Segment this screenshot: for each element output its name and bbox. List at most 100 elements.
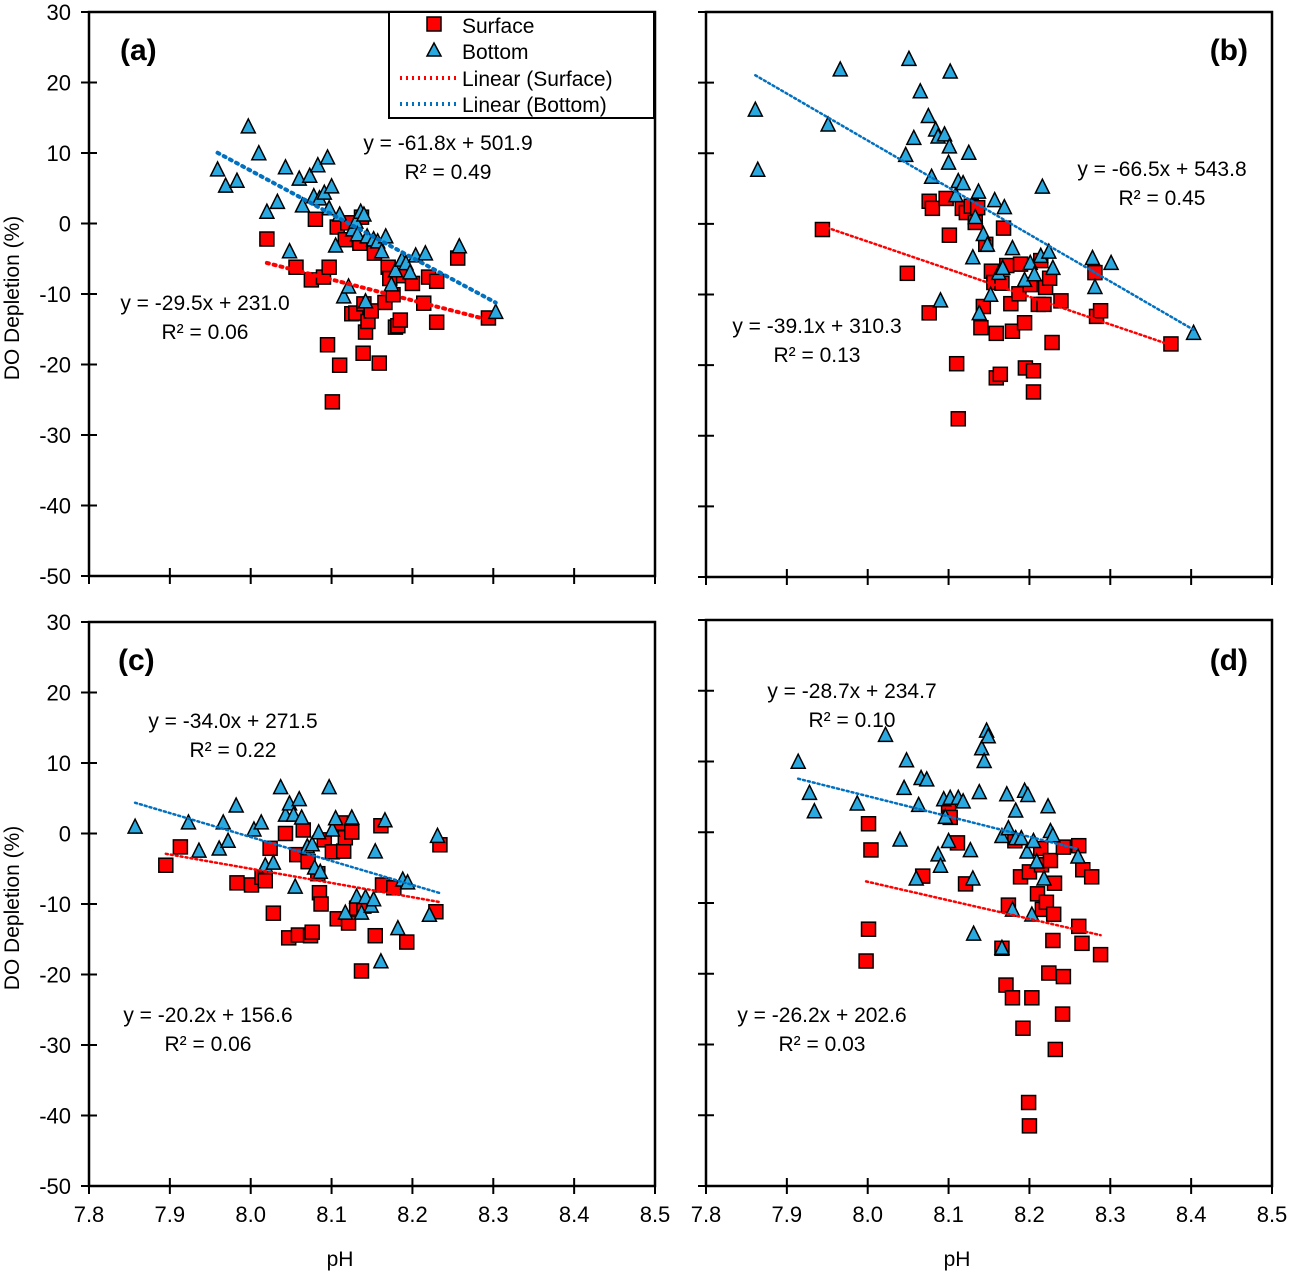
surface-point bbox=[992, 366, 1009, 383]
bottom-point bbox=[228, 171, 246, 188]
trend-equation-bottom: y = -28.7x + 234.7 bbox=[767, 680, 936, 703]
surface-point bbox=[1163, 336, 1179, 352]
trendline-bottom bbox=[215, 150, 498, 305]
bottom-point bbox=[272, 777, 289, 795]
bottom-point bbox=[335, 287, 352, 304]
surface-point bbox=[428, 314, 445, 330]
y-tick-label: -10 bbox=[39, 282, 71, 307]
trend-equation-surface: y = -26.2x + 202.6 bbox=[737, 1004, 906, 1027]
bottom-point bbox=[979, 235, 996, 252]
surface-point bbox=[295, 822, 312, 838]
bottom-point bbox=[941, 62, 959, 79]
surface-point bbox=[1016, 315, 1033, 331]
bottom-point bbox=[1185, 323, 1202, 341]
surface-point bbox=[331, 357, 348, 373]
y-tick-label: 0 bbox=[59, 822, 71, 847]
legend-square-marker bbox=[426, 16, 442, 32]
surface-point bbox=[313, 896, 329, 912]
x-tick-label: 8.4 bbox=[559, 1202, 590, 1227]
bottom-point bbox=[309, 156, 327, 173]
surface-point bbox=[257, 872, 274, 889]
bottom-point bbox=[905, 128, 923, 146]
trend-r2-surface: R² = 0.06 bbox=[162, 321, 249, 344]
bottom-point bbox=[1084, 248, 1101, 266]
bottom-point bbox=[1026, 265, 1043, 282]
y-tick-label: 30 bbox=[47, 0, 71, 25]
surface-point bbox=[998, 977, 1014, 993]
trendline-surface bbox=[264, 260, 491, 322]
bottom-point bbox=[343, 808, 360, 825]
trend-r2-surface: R² = 0.13 bbox=[774, 344, 861, 367]
bottom-point bbox=[180, 813, 197, 830]
bottom-point bbox=[1040, 242, 1058, 259]
surface-point bbox=[277, 825, 294, 842]
bottom-point bbox=[1035, 869, 1053, 886]
trend-r2-bottom: R² = 0.49 bbox=[405, 161, 492, 184]
x-tick-label: 8.0 bbox=[852, 1202, 883, 1227]
bottom-point bbox=[971, 303, 988, 321]
surface-point bbox=[924, 200, 941, 217]
y-tick-label: 0 bbox=[59, 212, 71, 237]
surface-point bbox=[1020, 1094, 1037, 1111]
x-tick-label: 8.5 bbox=[640, 1202, 671, 1227]
bottom-point bbox=[126, 817, 144, 834]
y-tick-label: -20 bbox=[39, 963, 71, 988]
surface-point bbox=[995, 220, 1012, 236]
series-surface bbox=[858, 803, 1109, 1134]
surface-point bbox=[973, 319, 989, 336]
x-tick-label: 7.9 bbox=[772, 1202, 803, 1227]
bottom-point bbox=[210, 839, 228, 856]
x-tick-label: 8.0 bbox=[235, 1202, 266, 1227]
bottom-point bbox=[209, 160, 226, 177]
trendline-bottom bbox=[796, 777, 1080, 851]
bottom-point bbox=[253, 813, 270, 830]
bottom-point bbox=[1019, 785, 1037, 803]
bottom-point bbox=[918, 770, 935, 787]
bottom-point bbox=[277, 158, 294, 175]
bottom-point bbox=[964, 869, 982, 886]
surface-point bbox=[1004, 323, 1021, 339]
surface-point bbox=[304, 924, 320, 940]
bottom-point bbox=[848, 794, 866, 811]
bottom-point bbox=[979, 727, 997, 744]
bottom-point bbox=[327, 809, 344, 826]
bottom-point bbox=[973, 739, 990, 756]
surface-point bbox=[1092, 302, 1109, 319]
y-tick-label: -50 bbox=[39, 564, 71, 589]
surface-point bbox=[899, 265, 916, 282]
bottom-point bbox=[1025, 831, 1042, 849]
series-bottom bbox=[126, 777, 446, 969]
panel-label: (d) bbox=[1210, 644, 1248, 677]
bottom-point bbox=[323, 177, 340, 194]
bottom-point bbox=[451, 237, 468, 254]
bottom-point bbox=[327, 236, 344, 253]
y-tick-label: -30 bbox=[39, 423, 71, 448]
bottom-point bbox=[982, 285, 999, 302]
surface-point bbox=[1041, 965, 1057, 981]
bottom-point bbox=[429, 826, 446, 844]
bottom-point bbox=[1069, 847, 1087, 864]
bottom-point bbox=[217, 176, 234, 193]
surface-point bbox=[1021, 1118, 1038, 1134]
bottom-point bbox=[376, 811, 394, 828]
bottom-point bbox=[960, 143, 977, 160]
y-tick-label: -30 bbox=[39, 1033, 71, 1058]
x-tick-label: 8.5 bbox=[1257, 1202, 1288, 1227]
bottom-point bbox=[920, 106, 937, 124]
surface-point bbox=[814, 221, 831, 238]
trend-equation-bottom: y = -66.5x + 543.8 bbox=[1077, 158, 1246, 181]
surface-point bbox=[988, 325, 1005, 342]
bottom-point bbox=[940, 153, 957, 170]
bottom-point bbox=[372, 952, 390, 969]
x-axis-label: pH bbox=[327, 1248, 354, 1271]
surface-point bbox=[265, 905, 282, 921]
x-tick-label: 7.8 bbox=[691, 1202, 722, 1227]
bottom-point bbox=[993, 938, 1011, 956]
surface-point bbox=[1083, 869, 1100, 885]
trend-r2-bottom: R² = 0.22 bbox=[190, 739, 277, 762]
bottom-point bbox=[294, 196, 311, 213]
bottom-point bbox=[250, 144, 268, 161]
bottom-point bbox=[421, 905, 438, 923]
surface-point bbox=[863, 842, 879, 858]
bottom-point bbox=[291, 789, 308, 807]
